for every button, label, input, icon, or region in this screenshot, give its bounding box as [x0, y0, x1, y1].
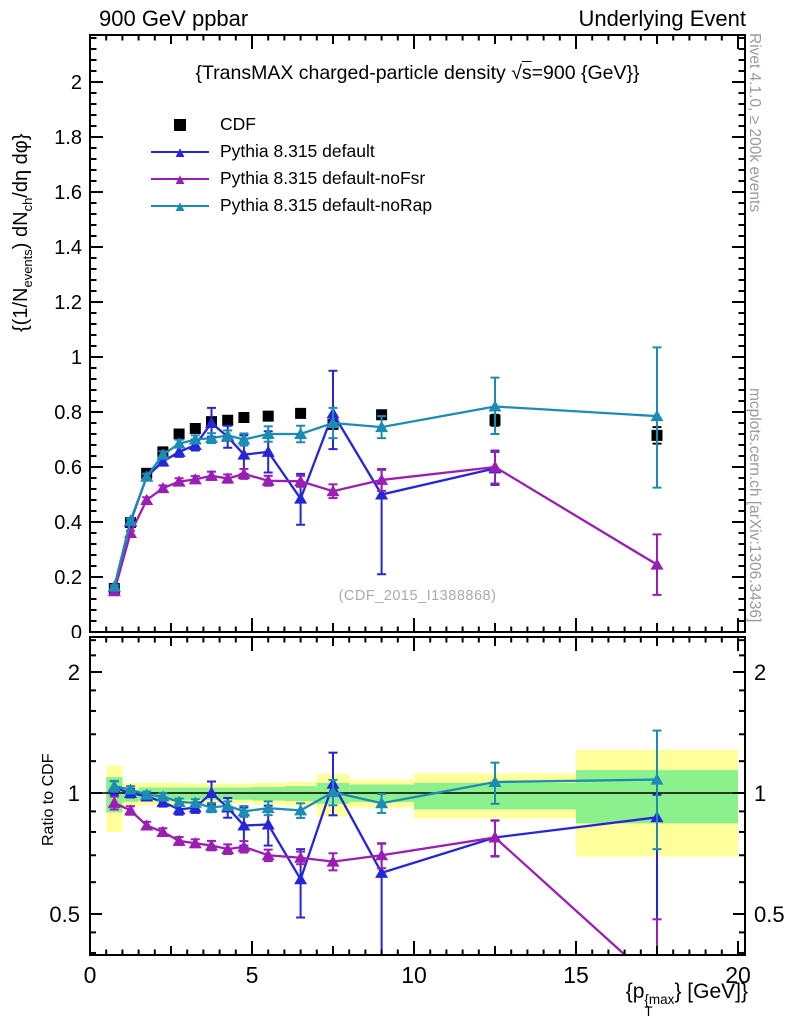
main-panel-series [107, 346, 664, 597]
rivet-version-note: Rivet 4.1.0, ≥ 200k events [746, 33, 763, 213]
legend-label: Pythia 8.315 default-noFsr [220, 168, 426, 188]
svg-text:1.2: 1.2 [54, 292, 82, 314]
svg-text:0.6: 0.6 [54, 457, 82, 479]
x-title-part: {p [625, 980, 645, 1003]
x-title-sup: {max [644, 992, 675, 1007]
svg-text:5: 5 [246, 962, 259, 988]
y-axis-title-ratio: Ratio to CDF [40, 753, 57, 846]
plot-title: {TransMAX charged-particle density √s=90… [90, 62, 745, 85]
x-axis-title: {p {max T} [GeV]} [420, 980, 748, 1018]
legend-label: CDF [220, 114, 256, 134]
svg-text:10: 10 [401, 962, 427, 988]
triangle-line-marker-icon: ▲ [148, 198, 212, 213]
panel-frames [89, 34, 746, 956]
legend: CDF ▲ Pythia 8.315 default ▲ Pythia 8.315 de… [148, 111, 432, 219]
ratio-panel-series [107, 729, 664, 955]
svg-text:0.5: 0.5 [49, 902, 80, 927]
svg-text:15: 15 [563, 962, 589, 988]
legend-item-0: CDF [148, 111, 432, 138]
svg-text:2: 2 [68, 660, 80, 685]
triangle-line-marker-icon: ▲ [148, 171, 212, 186]
svg-text:1: 1 [68, 781, 80, 806]
svg-text:0.2: 0.2 [54, 567, 82, 589]
svg-text:0: 0 [71, 622, 82, 644]
svg-text:2: 2 [754, 660, 766, 685]
triangle-line-marker-icon: ▲ [148, 144, 212, 159]
sqrt-symbol: √ [511, 62, 522, 84]
axis-ticks [90, 35, 745, 955]
y-title-part: /dη dφ} [10, 133, 32, 198]
x-title-sub: T [644, 1004, 653, 1019]
legend-item-3: ▲ Pythia 8.315 default-noRap [148, 192, 432, 219]
legend-item-2: ▲ Pythia 8.315 default-noFsr [148, 165, 432, 192]
x-title-stack: {max T [644, 992, 675, 1019]
square-marker-icon [148, 118, 212, 131]
x-title-part: } [GeV]} [674, 980, 748, 1003]
plot-title-energy: =900 {GeV}} [531, 62, 640, 84]
svg-text:0.8: 0.8 [54, 402, 82, 424]
sqrt-argument: s [521, 62, 532, 84]
svg-text:0: 0 [84, 962, 97, 988]
svg-text:2: 2 [71, 72, 82, 94]
legend-item-1: ▲ Pythia 8.315 default [148, 138, 432, 165]
y-axis-title-main: {(1/Nevents) dNch/dη dφ} [10, 134, 35, 332]
y-title-part: ) dN [10, 211, 32, 250]
svg-text:0.4: 0.4 [54, 512, 82, 534]
y-title-part: {(1/N [10, 287, 32, 332]
svg-text:1.8: 1.8 [54, 127, 82, 149]
beam-label: 900 GeV ppbar [99, 6, 249, 31]
analysis-id-watermark: (CDF_2015_I1388868) [338, 588, 497, 604]
svg-text:1.4: 1.4 [54, 237, 82, 259]
svg-text:1: 1 [754, 781, 766, 806]
svg-text:1.6: 1.6 [54, 182, 82, 204]
y-title-sub: events [20, 249, 35, 288]
legend-label: Pythia 8.315 default [220, 141, 375, 161]
svg-text:0.5: 0.5 [754, 902, 785, 927]
mcplots-arxiv-note: mcplots.cern.ch [arXiv:1306.3436] [746, 388, 763, 623]
legend-label: Pythia 8.315 default-noRap [220, 195, 433, 215]
svg-text:20: 20 [725, 962, 751, 988]
analysis-group-label: Underlying Event [578, 6, 746, 31]
plot-title-text: {TransMAX charged-particle density [195, 62, 512, 84]
y-title-sub: ch [20, 197, 35, 212]
svg-text:1: 1 [71, 347, 82, 369]
